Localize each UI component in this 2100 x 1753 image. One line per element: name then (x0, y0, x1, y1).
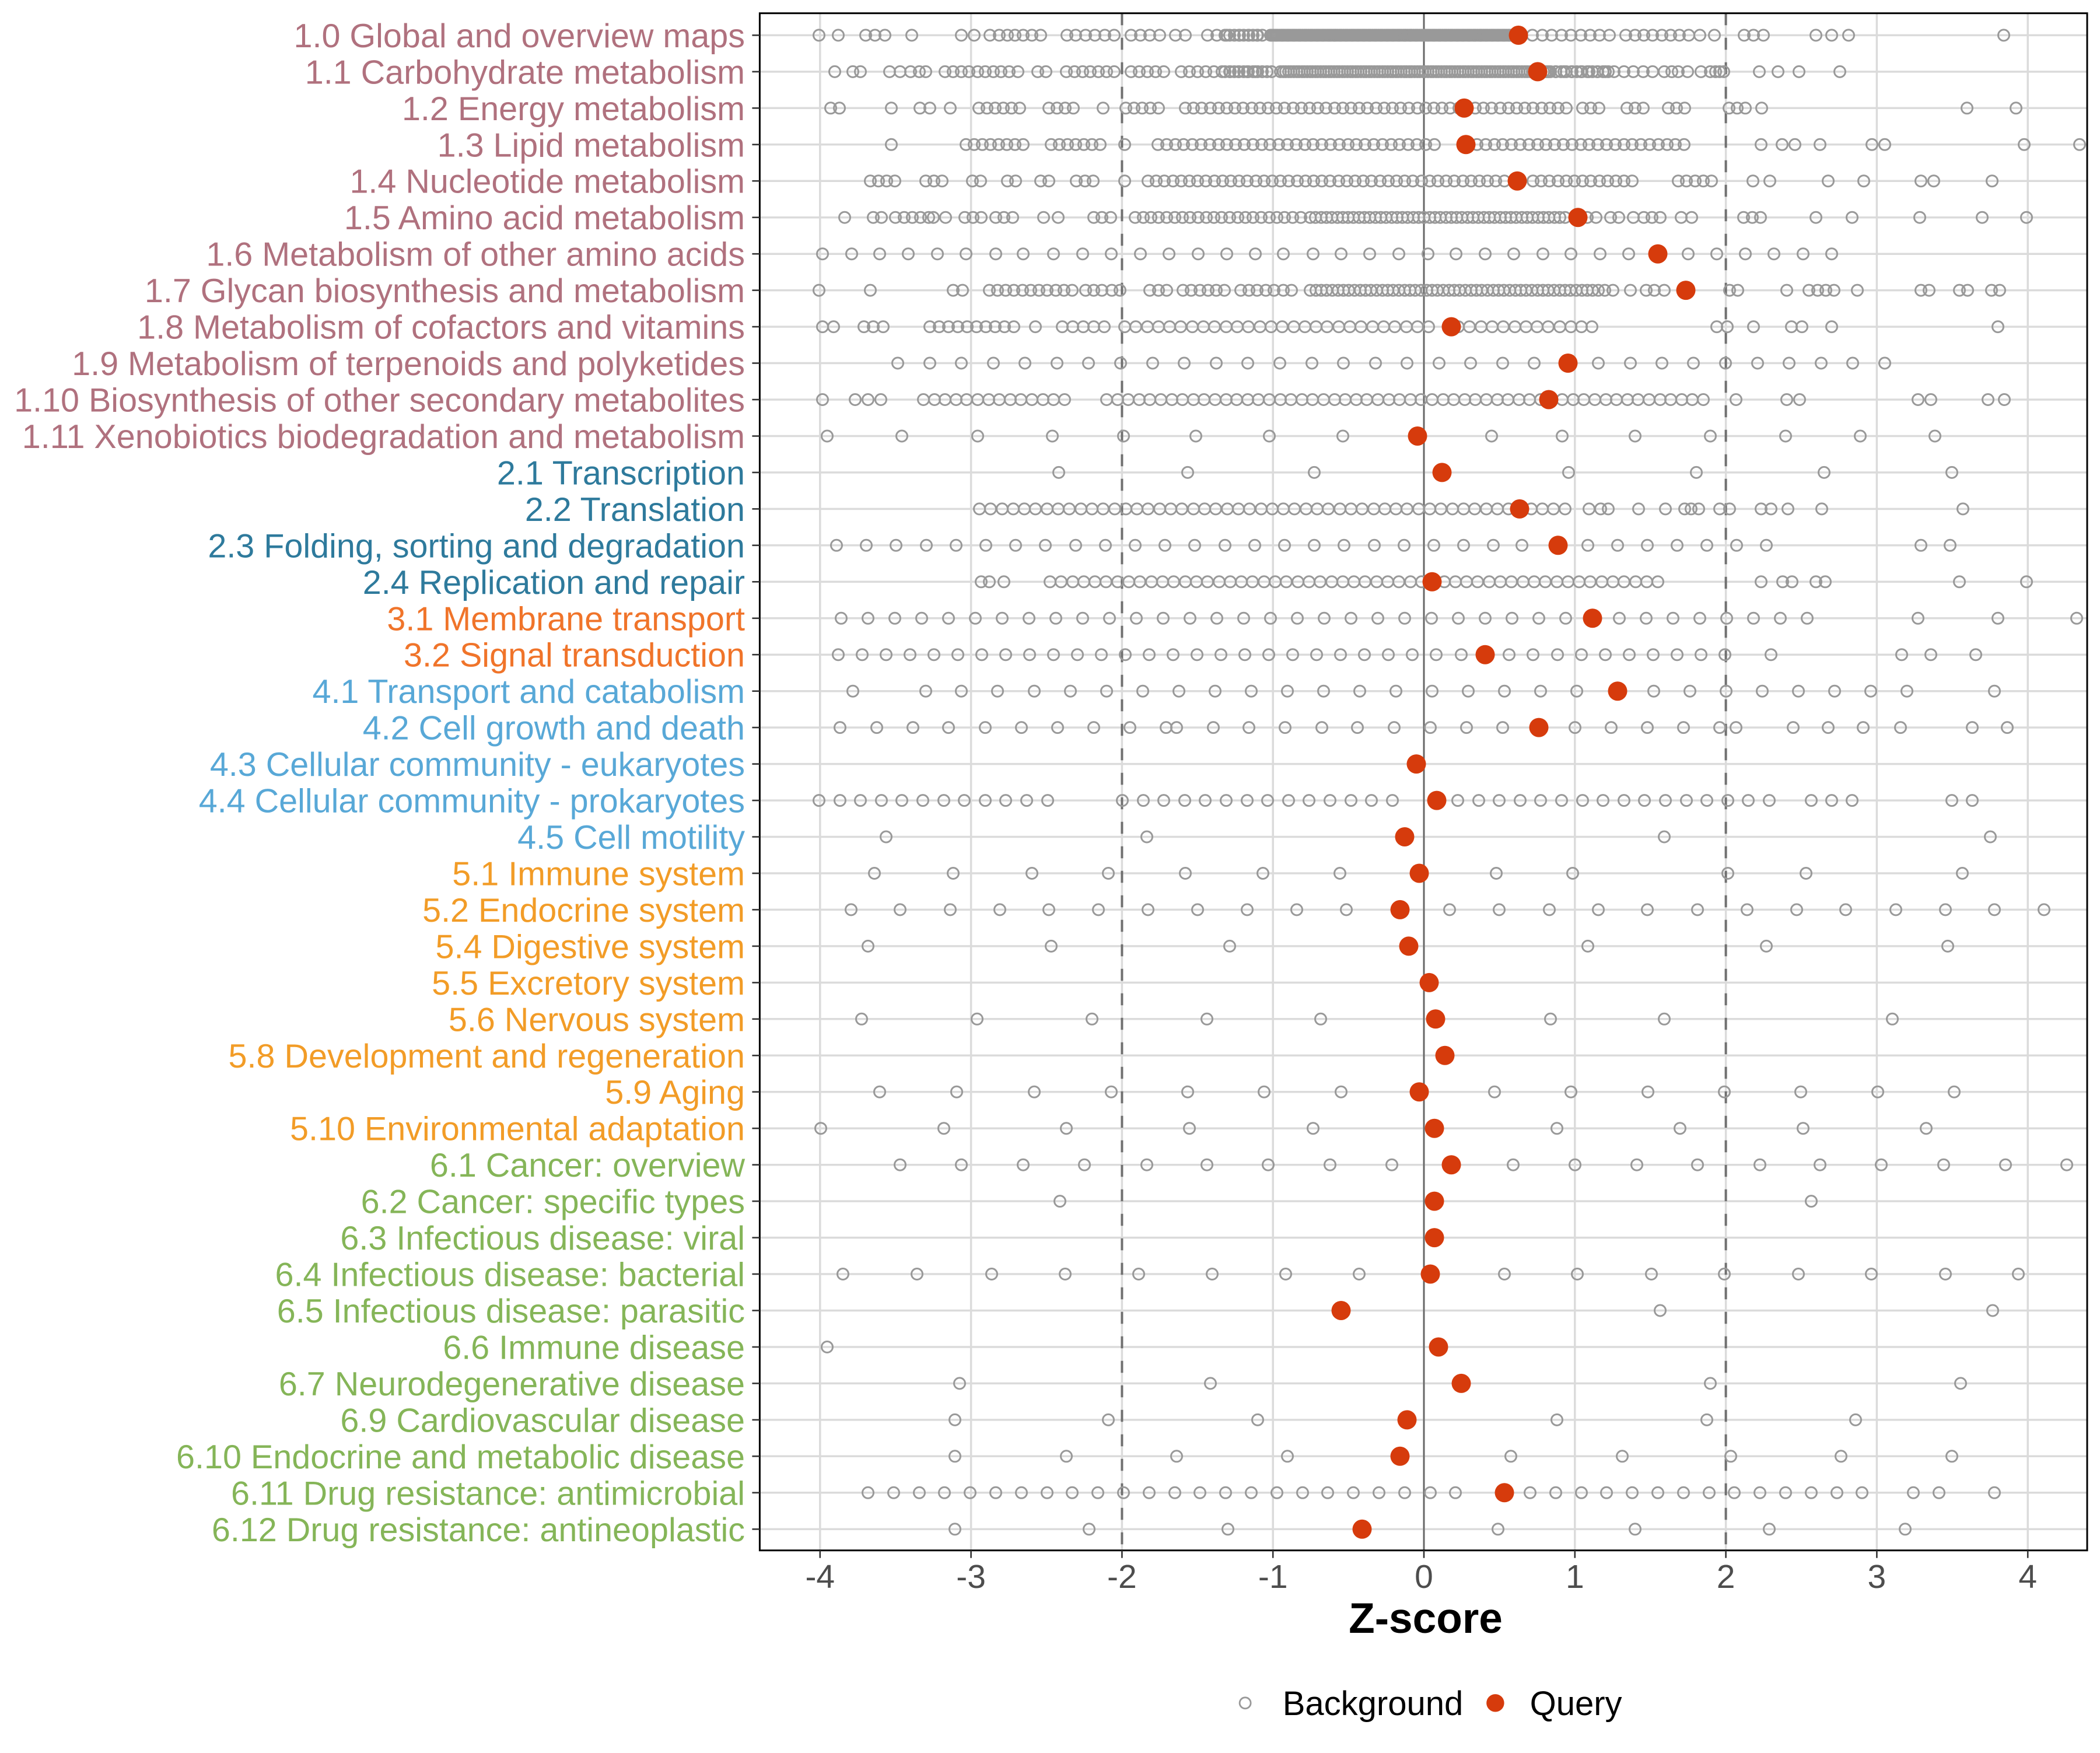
svg-text:1.1 Carbohydrate metabolism: 1.1 Carbohydrate metabolism (305, 54, 745, 91)
svg-text:1.6 Metabolism of other amino: 1.6 Metabolism of other amino acids (206, 236, 745, 274)
svg-text:1.4 Nucleotide metabolism: 1.4 Nucleotide metabolism (349, 163, 745, 201)
svg-text:6.5 Infectious disease: parasi: 6.5 Infectious disease: parasitic (277, 1293, 745, 1330)
svg-text:2.1 Transcription: 2.1 Transcription (497, 454, 745, 492)
svg-text:4.4 Cellular community - proka: 4.4 Cellular community - prokaryotes (199, 783, 745, 820)
svg-text:3: 3 (1868, 1558, 1887, 1595)
svg-text:1.5 Amino acid metabolism: 1.5 Amino acid metabolism (344, 200, 745, 237)
svg-text:1.10 Biosynthesis of other sec: 1.10 Biosynthesis of other secondary met… (14, 382, 745, 419)
svg-text:5.5 Excretory system: 5.5 Excretory system (432, 965, 745, 1002)
svg-text:Z-score: Z-score (1349, 1595, 1503, 1642)
svg-text:6.2 Cancer: specific types: 6.2 Cancer: specific types (361, 1184, 745, 1221)
svg-text:4: 4 (2018, 1558, 2037, 1595)
svg-text:4.3 Cellular community - eukar: 4.3 Cellular community - eukaryotes (210, 746, 745, 783)
svg-text:Query: Query (1530, 1685, 1622, 1723)
svg-text:1: 1 (1566, 1558, 1584, 1595)
svg-text:5.4 Digestive system: 5.4 Digestive system (436, 928, 745, 965)
svg-text:6.6 Immune disease: 6.6 Immune disease (443, 1329, 745, 1367)
svg-text:6.11 Drug resistance: antimicr: 6.11 Drug resistance: antimicrobial (231, 1475, 745, 1512)
svg-text:5.10 Environmental adaptation: 5.10 Environmental adaptation (290, 1111, 745, 1148)
svg-text:1.2 Energy metabolism: 1.2 Energy metabolism (402, 90, 745, 128)
svg-text:6.7 Neurodegenerative disease: 6.7 Neurodegenerative disease (279, 1366, 745, 1403)
svg-text:1.0 Global and overview maps: 1.0 Global and overview maps (294, 18, 745, 55)
svg-text:6.1 Cancer: overview: 6.1 Cancer: overview (430, 1147, 746, 1184)
svg-text:1.3 Lipid metabolism: 1.3 Lipid metabolism (438, 127, 745, 164)
svg-text:2.4 Replication and repair: 2.4 Replication and repair (363, 564, 745, 601)
svg-text:3.2 Signal transduction: 3.2 Signal transduction (404, 637, 745, 674)
svg-text:3.1 Membrane transport: 3.1 Membrane transport (387, 600, 745, 638)
svg-text:6.4 Infectious disease: bacter: 6.4 Infectious disease: bacterial (275, 1257, 745, 1294)
svg-text:1.9 Metabolism of terpenoids a: 1.9 Metabolism of terpenoids and polyket… (72, 345, 745, 383)
svg-text:4.2 Cell growth and death: 4.2 Cell growth and death (363, 710, 745, 747)
svg-text:5.2 Endocrine system: 5.2 Endocrine system (422, 892, 745, 929)
svg-text:4.5 Cell motility: 4.5 Cell motility (517, 819, 745, 856)
svg-text:-2: -2 (1107, 1558, 1137, 1595)
svg-text:1.7 Glycan biosynthesis and me: 1.7 Glycan biosynthesis and metabolism (145, 272, 745, 310)
svg-text:2: 2 (1717, 1558, 1735, 1595)
svg-text:6.10 Endocrine and metabolic d: 6.10 Endocrine and metabolic disease (176, 1439, 745, 1476)
svg-text:2.2 Translation: 2.2 Translation (525, 491, 745, 529)
svg-text:-3: -3 (956, 1558, 986, 1595)
svg-text:-1: -1 (1258, 1558, 1288, 1595)
svg-text:4.1 Transport and catabolism: 4.1 Transport and catabolism (312, 673, 745, 711)
svg-text:5.6 Nervous system: 5.6 Nervous system (449, 1001, 745, 1038)
svg-text:6.9 Cardiovascular disease: 6.9 Cardiovascular disease (340, 1402, 745, 1439)
svg-text:Background: Background (1283, 1685, 1464, 1723)
svg-text:6.3 Infectious disease: viral: 6.3 Infectious disease: viral (340, 1220, 745, 1257)
svg-text:2.3 Folding, sorting and degra: 2.3 Folding, sorting and degradation (208, 527, 745, 565)
svg-text:1.8 Metabolism of cofactors an: 1.8 Metabolism of cofactors and vitamins (137, 309, 745, 347)
svg-text:5.1 Immune system: 5.1 Immune system (452, 856, 745, 893)
svg-text:-4: -4 (805, 1558, 835, 1595)
svg-text:1.11 Xenobiotics biodegradatio: 1.11 Xenobiotics biodegradation and meta… (22, 418, 745, 456)
svg-text:0: 0 (1415, 1558, 1433, 1595)
svg-text:6.12 Drug resistance: antineop: 6.12 Drug resistance: antineoplastic (212, 1511, 745, 1549)
svg-text:5.9 Aging: 5.9 Aging (605, 1074, 745, 1111)
svg-text:5.8 Development and regenerati: 5.8 Development and regeneration (229, 1038, 745, 1075)
